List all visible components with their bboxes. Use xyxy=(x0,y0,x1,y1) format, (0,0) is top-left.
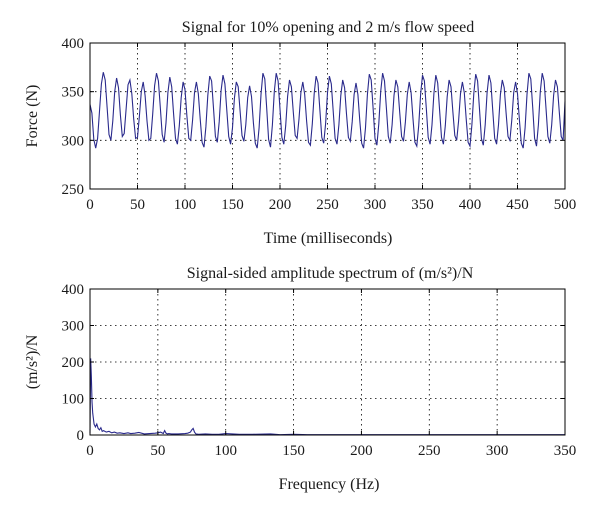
chart-title: Signal-sided amplitude spectrum of (m/s²… xyxy=(187,265,474,282)
x-axis-label: Frequency (Hz) xyxy=(279,476,380,493)
x-tick-label: 200 xyxy=(350,443,373,459)
y-tick-label: 400 xyxy=(62,282,85,298)
chart-panel-spectrum: Signal-sided amplitude spectrum of (m/s²… xyxy=(24,265,576,493)
x-tick-label: 300 xyxy=(486,443,509,459)
y-tick-label: 350 xyxy=(62,85,85,101)
y-axis-label: Force (N) xyxy=(24,85,41,148)
x-tick-label: 350 xyxy=(411,197,434,213)
y-tick-label: 100 xyxy=(62,392,85,408)
x-tick-label: 50 xyxy=(150,443,165,459)
x-tick-label: 100 xyxy=(174,197,197,213)
x-tick-label: 200 xyxy=(269,197,292,213)
x-tick-label: 0 xyxy=(86,197,94,213)
x-tick-label: 450 xyxy=(506,197,529,213)
y-tick-label: 0 xyxy=(77,428,85,444)
x-tick-label: 100 xyxy=(214,443,237,459)
x-tick-label: 150 xyxy=(221,197,244,213)
x-tick-label: 300 xyxy=(364,197,387,213)
x-tick-label: 250 xyxy=(418,443,441,459)
y-tick-label: 400 xyxy=(62,36,85,52)
series-line xyxy=(89,72,566,149)
chart-panel-signal: Signal for 10% opening and 2 m/s flow sp… xyxy=(24,19,576,247)
y-tick-label: 200 xyxy=(62,355,85,371)
series-line xyxy=(89,358,565,436)
x-tick-label: 50 xyxy=(130,197,145,213)
x-tick-label: 250 xyxy=(316,197,339,213)
y-tick-label: 300 xyxy=(62,319,85,335)
x-tick-label: 400 xyxy=(459,197,482,213)
x-tick-label: 0 xyxy=(86,443,94,459)
x-tick-label: 350 xyxy=(554,443,577,459)
y-tick-label: 250 xyxy=(62,182,85,198)
x-axis-label: Time (milliseconds) xyxy=(264,230,393,247)
y-axis-label: (m/s²)/N xyxy=(24,334,41,389)
x-tick-label: 150 xyxy=(282,443,305,459)
y-tick-label: 300 xyxy=(62,133,85,149)
chart-title: Signal for 10% opening and 2 m/s flow sp… xyxy=(182,19,474,36)
x-tick-label: 500 xyxy=(554,197,577,213)
